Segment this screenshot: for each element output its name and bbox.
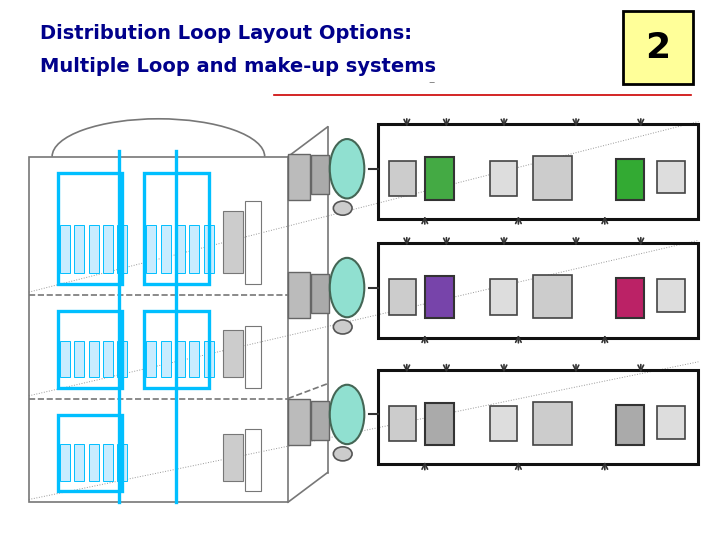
Bar	[89, 444, 99, 481]
Bar	[425, 276, 454, 318]
Bar	[144, 173, 209, 284]
Bar	[144, 311, 209, 388]
Bar	[74, 341, 84, 377]
Bar	[58, 415, 122, 491]
Bar	[175, 341, 185, 377]
Bar	[657, 280, 685, 312]
Bar	[74, 444, 84, 481]
Bar	[146, 225, 156, 273]
Bar	[657, 406, 685, 438]
Bar	[288, 154, 310, 200]
Circle shape	[333, 320, 352, 334]
Bar	[533, 157, 572, 200]
Bar	[161, 341, 171, 377]
Text: Multiple Loop and make-up systems: Multiple Loop and make-up systems	[40, 57, 436, 76]
Bar	[311, 274, 329, 313]
Bar	[389, 280, 416, 314]
Bar	[378, 243, 698, 338]
Bar	[245, 429, 261, 491]
Bar	[89, 225, 99, 273]
Ellipse shape	[330, 139, 364, 198]
Bar	[60, 225, 70, 273]
Bar	[311, 156, 329, 194]
Bar	[117, 225, 127, 273]
Bar	[103, 444, 113, 481]
Bar	[288, 399, 310, 445]
Circle shape	[333, 447, 352, 461]
Bar	[378, 124, 698, 219]
Bar	[74, 225, 84, 273]
Bar	[89, 341, 99, 377]
Text: Distribution Loop Layout Options:: Distribution Loop Layout Options:	[40, 24, 412, 43]
Bar	[490, 406, 517, 442]
Bar	[189, 225, 199, 273]
Bar	[490, 280, 517, 314]
Bar	[223, 330, 243, 377]
Bar	[311, 401, 329, 440]
Circle shape	[333, 201, 352, 215]
Bar	[389, 161, 416, 195]
Bar	[245, 326, 261, 388]
Bar	[204, 341, 214, 377]
Bar	[616, 278, 644, 318]
Bar	[616, 159, 644, 200]
Bar	[288, 272, 310, 318]
Bar	[657, 161, 685, 193]
Bar	[58, 173, 122, 284]
Bar	[616, 405, 644, 445]
Bar	[425, 158, 454, 200]
Bar	[60, 341, 70, 377]
Bar	[245, 201, 261, 284]
Ellipse shape	[330, 384, 364, 444]
Bar	[58, 311, 122, 388]
Bar	[223, 211, 243, 273]
Bar	[117, 341, 127, 377]
Text: –: –	[429, 76, 435, 89]
Bar	[623, 11, 693, 84]
Text: 2: 2	[646, 31, 670, 64]
Bar	[378, 370, 698, 464]
Bar	[103, 225, 113, 273]
Bar	[29, 157, 288, 502]
Bar	[117, 444, 127, 481]
Bar	[175, 225, 185, 273]
Bar	[223, 434, 243, 481]
Bar	[204, 225, 214, 273]
Bar	[425, 403, 454, 445]
Bar	[60, 444, 70, 481]
Ellipse shape	[330, 258, 364, 317]
Bar	[146, 341, 156, 377]
Bar	[189, 341, 199, 377]
Bar	[103, 341, 113, 377]
Bar	[533, 402, 572, 445]
Bar	[490, 161, 517, 195]
Bar	[389, 406, 416, 442]
Bar	[161, 225, 171, 273]
Bar	[533, 275, 572, 318]
